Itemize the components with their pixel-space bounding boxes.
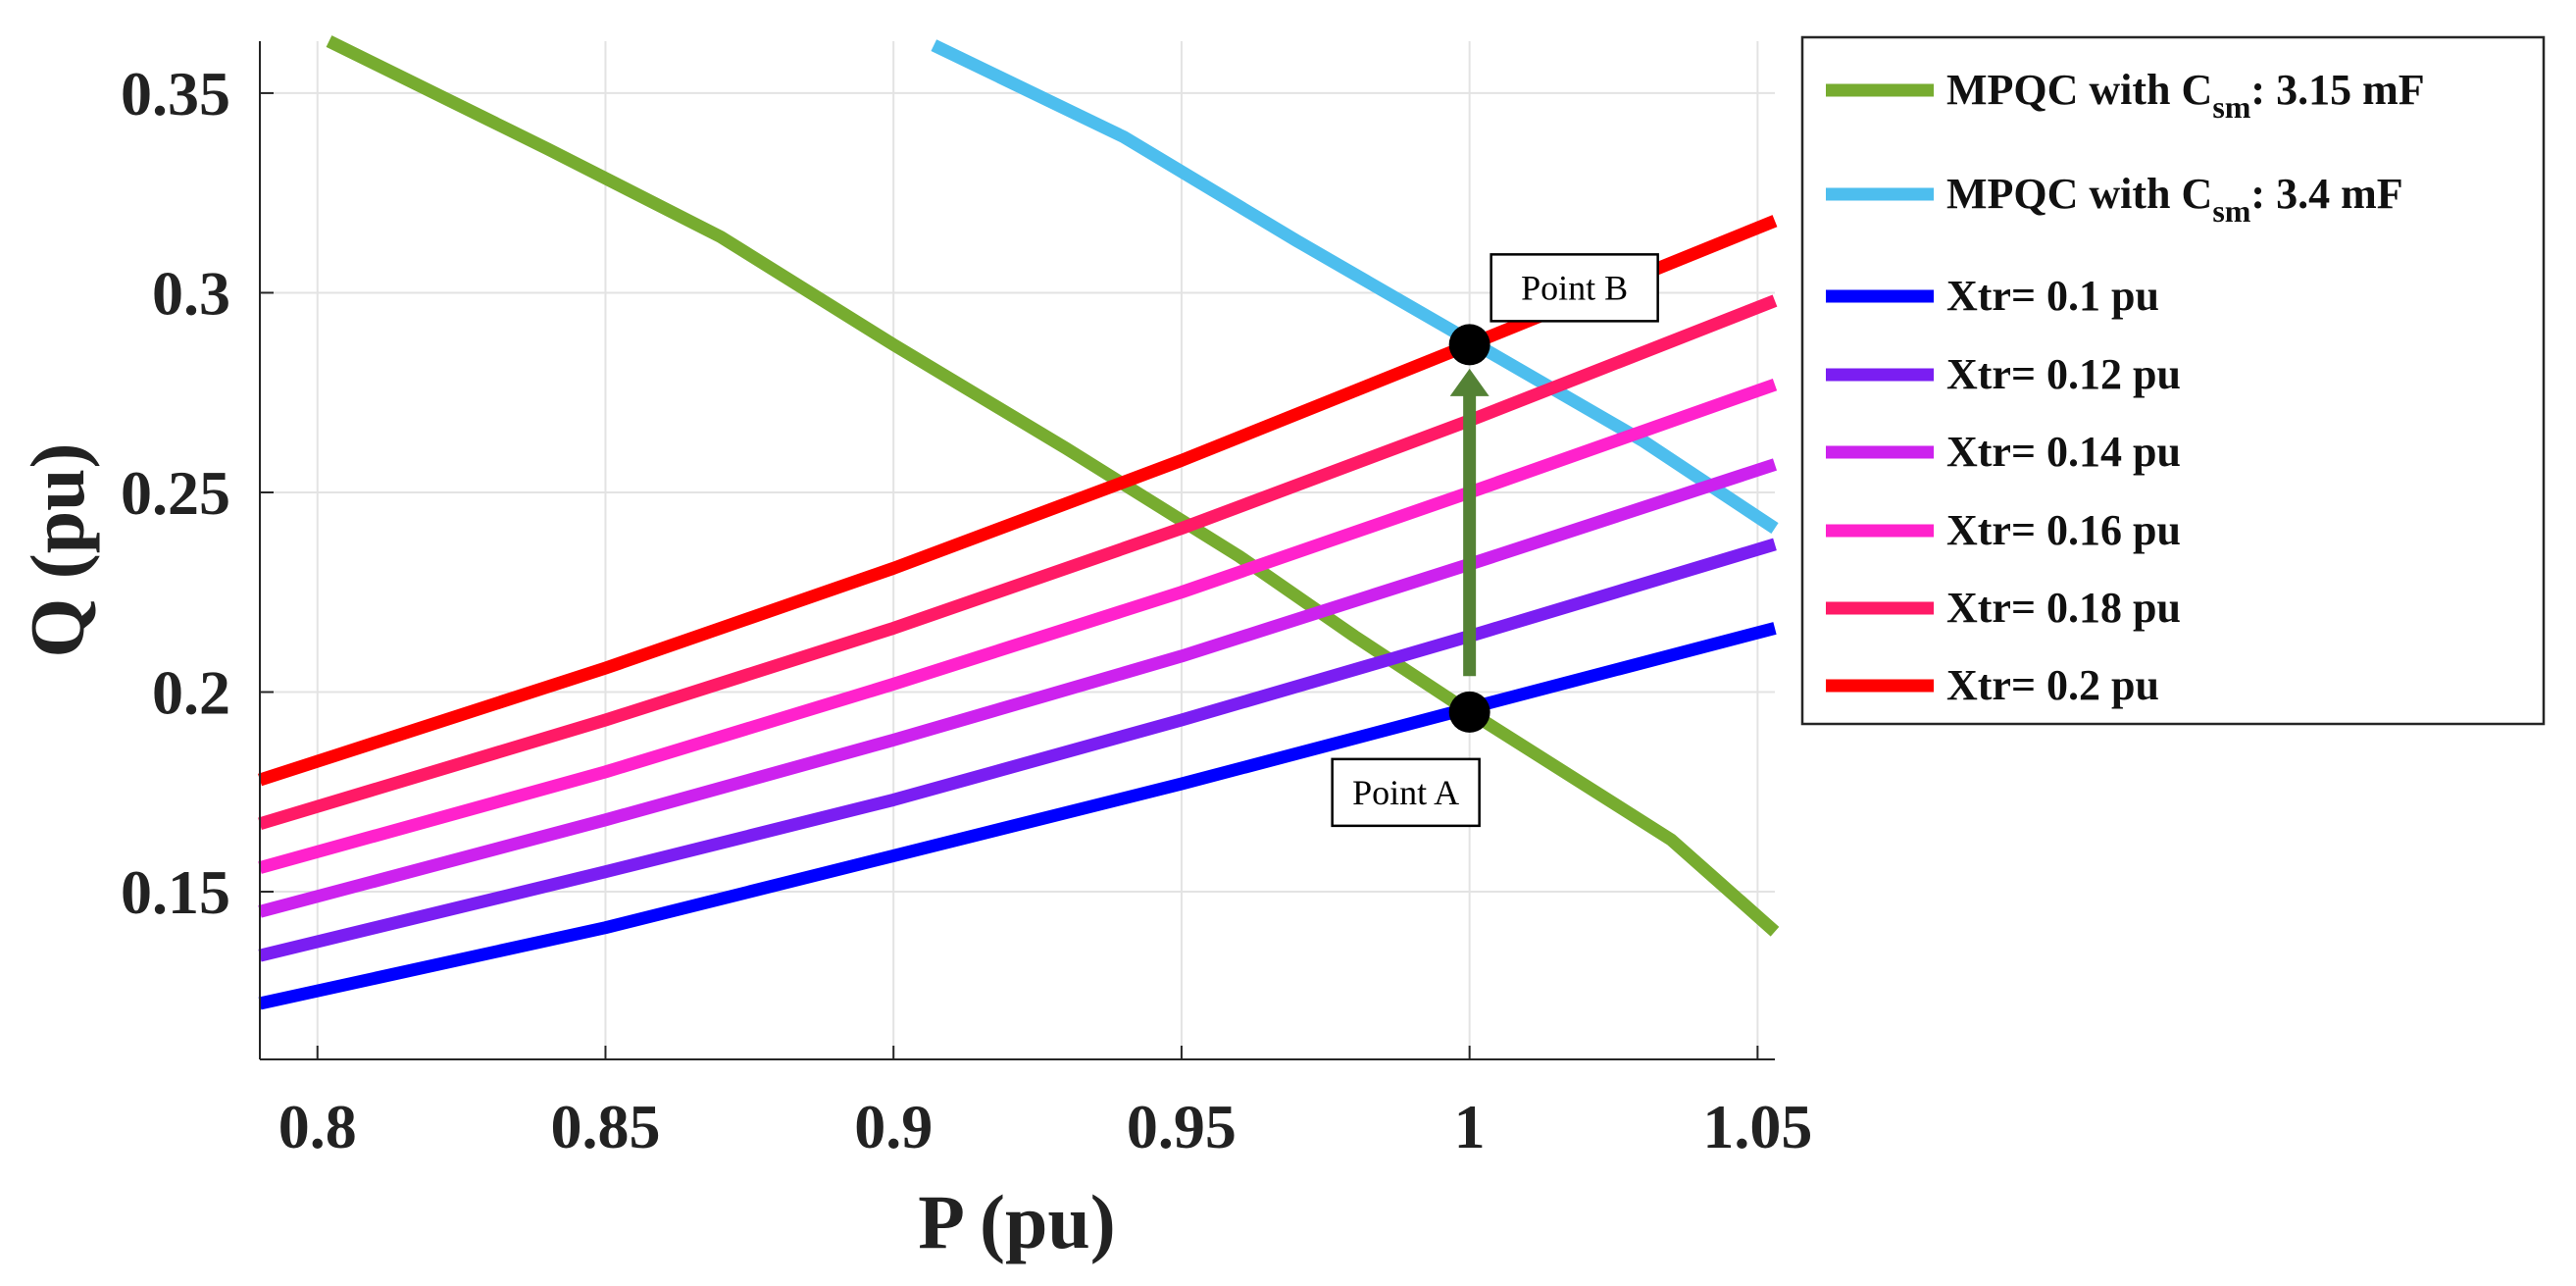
x-tick-label: 0.8 (278, 1092, 357, 1161)
x-tick-label: 0.95 (1127, 1092, 1237, 1161)
legend-label-5: Xtr= 0.16 pu (1946, 506, 2181, 554)
y-tick-label: 0.15 (121, 857, 230, 927)
legend-label-6: Xtr= 0.18 pu (1946, 584, 2181, 632)
x-tick-label: 0.85 (550, 1092, 660, 1161)
series-line-7 (257, 215, 1778, 787)
series-line-0 (326, 35, 1780, 937)
annotation-marker (1448, 691, 1490, 733)
x-tick-label: 0.9 (854, 1092, 933, 1161)
legend-label-7: Xtr= 0.2 pu (1946, 661, 2159, 709)
annotation-label: Point A (1352, 773, 1459, 812)
series-line-1 (931, 39, 1779, 535)
annotation-label: Point B (1521, 268, 1628, 307)
legend-label-0: MPQC with Csm: 3.15 mF (1946, 66, 2425, 125)
series-line-6 (258, 294, 1778, 831)
y-tick-label: 0.3 (152, 258, 230, 328)
series-line-2 (258, 622, 1777, 1010)
y-tick-label: 0.25 (121, 458, 230, 528)
legend-label-2: Xtr= 0.1 pu (1946, 272, 2159, 320)
legend-label-3: Xtr= 0.12 pu (1946, 350, 2181, 398)
annotation-layer: Point A Point B (1331, 253, 1659, 828)
y-tick-label: 0.35 (121, 59, 230, 129)
series-line-3 (258, 538, 1777, 962)
x-tick-label: 1.05 (1702, 1092, 1812, 1161)
y-ticks: 0.15 0.2 0.25 0.3 0.35 (121, 59, 274, 927)
series-line-4 (258, 458, 1778, 918)
series-line-5 (258, 378, 1778, 874)
annotation-marker (1448, 324, 1490, 366)
annotation-box (1490, 253, 1659, 323)
annotation-box (1331, 757, 1481, 828)
legend-label-1: MPQC with Csm: 3.4 mF (1946, 170, 2403, 229)
x-ticks: 0.8 0.85 0.9 0.95 1 1.05 (278, 1046, 1812, 1161)
axes-lines (259, 41, 1775, 1060)
x-axis-label: P (pu) (918, 1179, 1116, 1264)
legend: MPQC with Csm: 3.15 mF MPQC with Csm: 3.4… (1800, 35, 2546, 726)
arrow-head (1449, 368, 1490, 396)
series-layer (257, 35, 1780, 1010)
y-tick-label: 0.2 (152, 658, 230, 728)
y-axis-label: Q (pu) (15, 443, 100, 658)
x-tick-label: 1 (1454, 1092, 1486, 1161)
legend-label-4: Xtr= 0.14 pu (1946, 428, 2181, 476)
